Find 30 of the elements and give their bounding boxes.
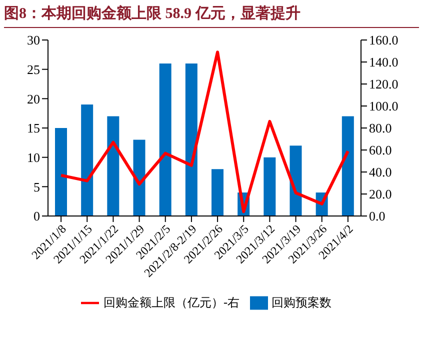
chart-title: 图8：本期回购金额上限 58.9 亿元，显著提升 [4, 4, 300, 23]
bar [185, 63, 198, 216]
bar [55, 128, 67, 216]
y-tick-label: 20 [27, 91, 40, 106]
y-tick-label: 15 [27, 120, 40, 136]
bar [290, 146, 302, 216]
bar [81, 104, 94, 216]
y2-tick-label: 140.0 [369, 54, 398, 70]
y2-tick-label: 40.0 [369, 164, 392, 180]
bar [159, 63, 172, 216]
line-series [60, 50, 350, 214]
bar [107, 116, 120, 216]
y2-tick-label: 160.0 [369, 32, 398, 48]
legend-label: 回购预案数 [272, 295, 332, 310]
y2-tick-label: 0.0 [369, 208, 386, 224]
legend-label: 回购金额上限（亿元）-右 [103, 295, 240, 310]
y-tick-label: 25 [27, 62, 40, 77]
y-tick-label: 5 [34, 179, 40, 194]
y-tick-label: 0 [34, 208, 40, 224]
y2-tick-label: 60.0 [369, 142, 392, 158]
bar [342, 116, 354, 216]
bar [212, 169, 224, 216]
y2-tick-label: 120.0 [369, 76, 398, 92]
y2-tick-label: 80.0 [369, 120, 392, 136]
y-tick-label: 30 [27, 32, 40, 48]
bar [264, 157, 276, 216]
y2-tick-label: 20.0 [369, 186, 392, 202]
y-tick-label: 10 [27, 150, 40, 165]
bar [133, 140, 146, 216]
y2-tick-label: 100.0 [369, 98, 398, 114]
